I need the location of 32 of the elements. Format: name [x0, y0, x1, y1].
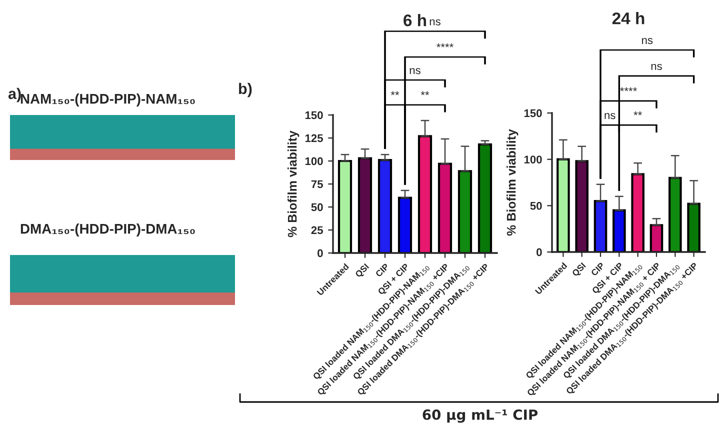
y-axis-title: % Biofilm viability [506, 129, 518, 236]
y-tick-label: 150 [305, 111, 323, 120]
annotation: ** [634, 111, 642, 116]
y-tick-label: 125 [305, 134, 323, 142]
text: ns [642, 38, 653, 44]
text: ** [420, 91, 430, 96]
y-tick-label: 25 [311, 226, 323, 234]
text: **** [620, 87, 637, 92]
y-tick-label: 50 [530, 202, 542, 210]
text: DMA₁₅₀-(HDD-PIP)-DMA₁₅₀ [20, 224, 195, 236]
x-tick-label: QSI [354, 263, 370, 279]
y-tick-label: 0 [536, 248, 542, 256]
text: ** [390, 91, 400, 96]
text: **** [436, 43, 454, 48]
y-tick-label: 0 [318, 249, 323, 258]
text: 60 µg mL⁻¹ CIP [422, 409, 538, 423]
text: ns [651, 64, 662, 70]
y-tick-label: 150 [524, 109, 542, 118]
text: a) [8, 88, 21, 102]
text: ns [430, 19, 440, 26]
y-tick-label: 100 [305, 157, 323, 166]
text: NAM₁₅₀-(HDD-PIP)-NAM₁₅₀ [20, 94, 195, 106]
chart-title: 6 h [404, 14, 426, 26]
y-tick-label: 50 [311, 203, 323, 212]
x-tick-label: QSI [572, 262, 588, 278]
y-tick-label: 100 [524, 156, 542, 164]
y-axis-title: % Biofilm viability [288, 130, 300, 238]
text: ns [410, 68, 420, 74]
annotation: ns [604, 113, 616, 120]
y-tick-label: 75 [311, 180, 323, 188]
chart-title: 24 h [612, 12, 644, 24]
text: b) [239, 82, 252, 98]
